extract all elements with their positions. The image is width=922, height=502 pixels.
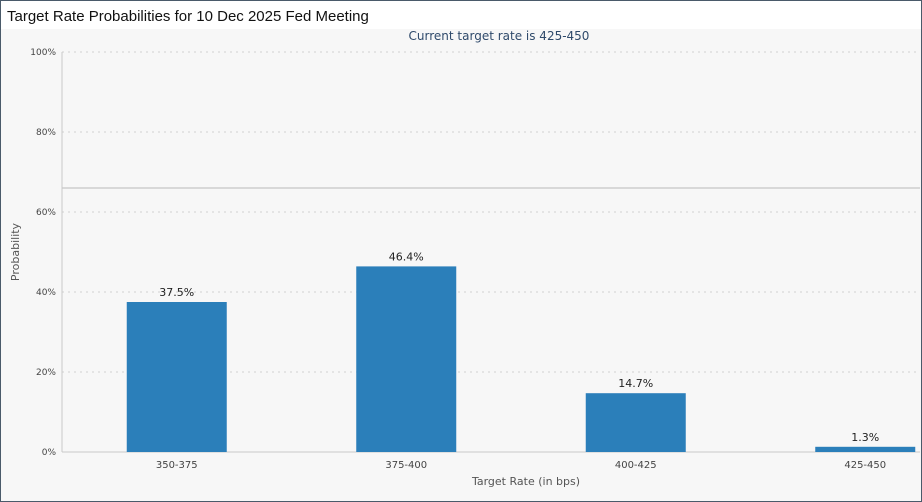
bar[interactable]: [356, 266, 457, 452]
bar[interactable]: [585, 393, 686, 452]
x-tick-label: 425-450: [844, 460, 886, 471]
x-tick-label: 350-375: [156, 460, 198, 471]
x-tick-label: 375-400: [385, 460, 427, 471]
x-axis-title: Target Rate (in bps): [471, 475, 580, 488]
data-label: 1.3%: [851, 431, 879, 444]
y-tick-label: 40%: [36, 288, 56, 298]
grid-lines: [62, 51, 920, 373]
y-tick-label: 100%: [30, 48, 56, 58]
y-tick-label: 80%: [36, 128, 56, 138]
y-tick-label: 60%: [36, 208, 56, 218]
chart-title: Target Rate Probabilities for 10 Dec 202…: [7, 8, 369, 25]
data-label: 14.7%: [618, 377, 653, 390]
data-label: 46.4%: [389, 250, 424, 263]
bar[interactable]: [815, 446, 916, 452]
y-tick-label: 20%: [36, 368, 56, 378]
y-tick-labels: 0% 20% 40% 60% 80% 100%: [30, 48, 56, 458]
x-tick-labels: 350-375 375-400 400-425 425-450: [156, 460, 886, 471]
y-tick-label: 0%: [42, 448, 57, 458]
bars: [126, 266, 916, 452]
title-bar: Target Rate Probabilities for 10 Dec 202…: [1, 1, 921, 29]
bar[interactable]: [126, 302, 227, 452]
x-tick-label: 400-425: [615, 460, 657, 471]
data-labels: 37.5% 46.4% 14.7% 1.3%: [159, 250, 879, 443]
y-axis-title: Probability: [9, 222, 22, 281]
chart-subtitle: Current target rate is 425-450: [408, 29, 590, 43]
data-label: 37.5%: [159, 286, 194, 299]
